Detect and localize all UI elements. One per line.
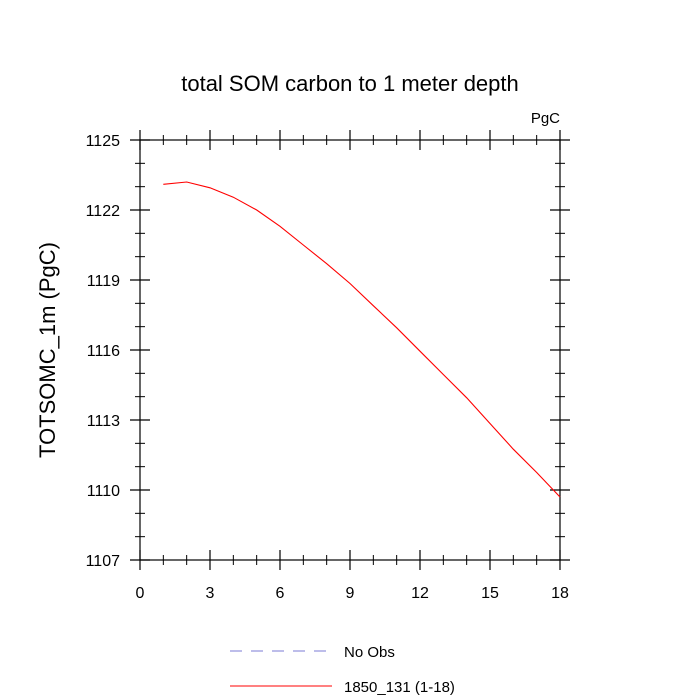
- axis-ticks: [130, 130, 570, 570]
- x-tick-label: 6: [276, 585, 285, 602]
- y-tick-label: 1113: [87, 413, 120, 430]
- y-tick-label: 1110: [87, 483, 120, 500]
- x-tick-label: 15: [481, 585, 499, 602]
- x-tick-label: 0: [136, 585, 145, 602]
- x-tick-label: 12: [411, 585, 429, 602]
- axis-tick-labels: 0 3 6 9 12 15 18 1107 1110 1113 1116 1119 1122 1125: [86, 133, 569, 602]
- legend: No Obs 1850_131 (1-18): [230, 644, 455, 696]
- y-tick-label: 1119: [87, 273, 120, 290]
- units-label: PgC: [531, 110, 560, 127]
- y-tick-label: 1125: [86, 133, 121, 150]
- plot-frame: [139, 139, 561, 561]
- y-tick-label: 1107: [86, 553, 121, 570]
- x-tick-label: 18: [551, 585, 569, 602]
- x-tick-label: 9: [346, 585, 355, 602]
- y-tick-label: 1122: [86, 203, 121, 220]
- series-lines: [163, 181, 561, 498]
- legend-label-0: No Obs: [344, 644, 395, 661]
- series-line-1: [163, 181, 561, 498]
- y-tick-label: 1116: [87, 343, 120, 360]
- x-tick-label: 3: [206, 585, 215, 602]
- legend-label-1: 1850_131 (1-18): [344, 679, 455, 696]
- chart-title: total SOM carbon to 1 meter depth: [181, 71, 519, 96]
- y-axis-label: TOTSOMC_1m (PgC): [35, 242, 60, 458]
